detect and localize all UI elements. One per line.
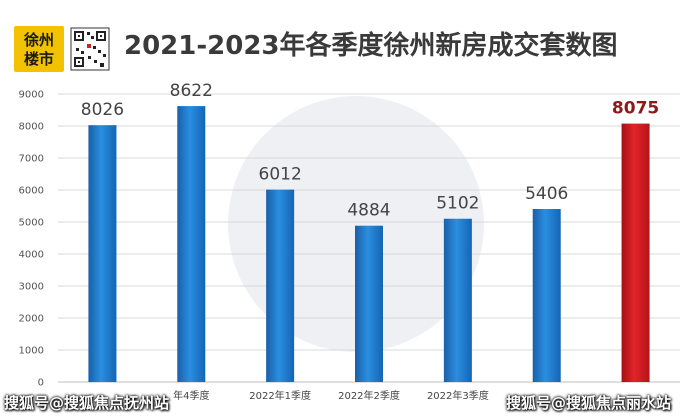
- y-tick-label: 7000: [19, 154, 44, 165]
- bar: [621, 123, 650, 382]
- x-tick-label: 2022年1季度: [249, 389, 311, 400]
- chart-title: 2021-2023年各季度徐州新房成交套数图: [124, 31, 618, 61]
- y-tick-label: 4000: [19, 250, 44, 261]
- y-tick-label: 5000: [19, 218, 44, 229]
- data-label: 6012: [259, 165, 302, 185]
- bars: [88, 106, 650, 382]
- y-tick-label: 2000: [19, 314, 44, 325]
- bar: [532, 209, 561, 382]
- logo-text-line1: 徐州: [23, 31, 54, 49]
- data-label: 5102: [436, 194, 479, 214]
- y-tick-label: 9000: [19, 90, 44, 101]
- x-tick-label: 年4季度: [173, 389, 209, 400]
- footer-watermark-right: 搜狐号@搜狐焦点丽水站: [506, 394, 672, 412]
- bar: [266, 189, 295, 382]
- data-label: 5406: [525, 184, 568, 204]
- y-tick-label: 8000: [19, 122, 44, 133]
- y-axis-ticks: 0 1000 2000 3000 4000 5000 6000 7000 8000 9000: [19, 90, 44, 389]
- logo-text-line2: 楼市: [23, 50, 54, 68]
- bar: [177, 106, 206, 382]
- qr-code-icon: [70, 26, 110, 72]
- data-labels: 8026 8622 6012 4884 5102 5406 8075: [81, 81, 659, 221]
- x-tick-label: 2022年2季度: [338, 389, 400, 400]
- y-tick-label: 1000: [19, 346, 44, 357]
- data-label: 8026: [81, 100, 124, 120]
- x-tick-label: 2022年3季度: [427, 389, 489, 400]
- data-label: 4884: [347, 201, 390, 221]
- footer-watermark-left: 搜狐号@搜狐焦点抚州站: [4, 394, 170, 412]
- data-label: 8075: [612, 99, 659, 119]
- y-tick-label: 6000: [19, 186, 44, 197]
- bar-chart: 0 1000 2000 3000 4000 5000 6000 7000 8000 9000 80…: [19, 81, 680, 400]
- bar: [88, 125, 117, 382]
- bar: [443, 218, 472, 382]
- y-tick-label: 0: [38, 378, 44, 389]
- y-tick-label: 3000: [19, 282, 44, 293]
- bar: [355, 225, 383, 382]
- x-axis-ticks: 年4季度 2022年1季度 2022年2季度 2022年3季度: [173, 389, 489, 400]
- data-label: 8622: [170, 81, 213, 101]
- brand-logo: 徐州 楼市: [14, 26, 64, 72]
